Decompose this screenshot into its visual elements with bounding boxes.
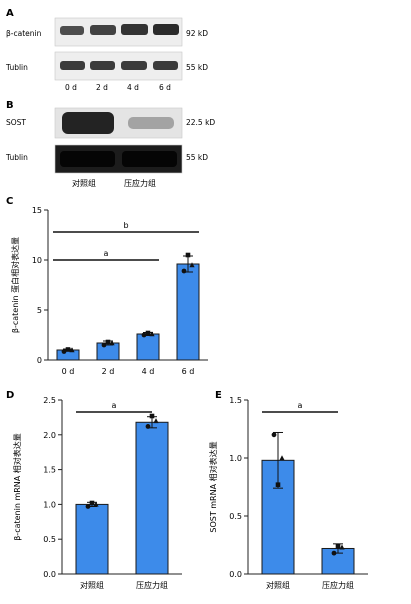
- band: [60, 61, 85, 70]
- y-tick-label: 1.5: [229, 396, 242, 405]
- y-axis-label: β-catenin 蛋白相对表达量: [10, 237, 20, 333]
- band: [121, 61, 147, 70]
- significance-label: b: [123, 221, 128, 230]
- data-point: [339, 544, 345, 550]
- panel-a-label: A: [6, 8, 14, 19]
- panel-b-label: B: [6, 100, 14, 111]
- data-point: [61, 349, 67, 354]
- data-point: [331, 550, 337, 556]
- y-tick-label: 0.5: [43, 535, 56, 544]
- data-point: [145, 424, 151, 429]
- panel-a-row-label-1: β-catenin: [6, 29, 42, 38]
- data-point: [149, 331, 155, 337]
- data-point: [335, 543, 341, 549]
- significance-label: a: [298, 401, 303, 410]
- chart-c: 0 5 10 15 β-catenin 蛋白相对表达量 0 d 2 d 4 d 6 d a b: [10, 206, 208, 376]
- panel-a-row-label-2: Tublin: [5, 63, 28, 72]
- band: [128, 117, 174, 129]
- significance-label: a: [104, 249, 109, 258]
- band: [122, 151, 177, 167]
- data-point: [185, 252, 191, 258]
- x-tick-label: 6 d: [182, 367, 195, 376]
- band: [62, 112, 114, 134]
- band: [60, 26, 84, 35]
- bar: [176, 263, 200, 361]
- y-tick-label: 0.0: [229, 570, 242, 579]
- y-tick-label: 2.0: [43, 431, 56, 440]
- band: [153, 24, 179, 35]
- charts-layer: 0 5 10 15 β-catenin 蛋白相对表达量 0 d 2 d 4 d 6 d a b 0.0…: [10, 206, 368, 590]
- bar: [75, 503, 109, 575]
- data-point: [85, 504, 91, 509]
- x-tick-label: 对照组: [266, 580, 290, 590]
- y-tick-label: 1.0: [229, 454, 242, 463]
- data-point: [89, 500, 95, 506]
- x-tick-label: 4 d: [142, 367, 155, 376]
- blot-a-tublin: [54, 51, 183, 81]
- data-point: [93, 501, 99, 507]
- y-tick-label: 5: [37, 306, 42, 315]
- data-point: [153, 418, 159, 424]
- data-point: [271, 432, 277, 438]
- data-point: [101, 342, 107, 348]
- data-point: [141, 332, 147, 338]
- panel-a-lane-6d: 6 d: [159, 83, 171, 92]
- chart-d: 0.0 0.5 1.0 1.5 2.0 2.5 β-catenin mRNA 相对表达量对照…: [12, 396, 182, 590]
- data-point: [149, 413, 155, 419]
- blot-a-beta-catenin: [54, 17, 183, 47]
- y-tick-label: 1.5: [43, 466, 56, 475]
- band: [90, 61, 115, 70]
- panel-b-size-label-2: 55 kD: [186, 153, 208, 162]
- x-tick-label: 压应力组: [136, 580, 168, 590]
- panel-a-lane-0d: 0 d: [65, 83, 77, 92]
- band: [60, 151, 115, 167]
- data-point: [181, 268, 187, 274]
- x-tick-label: 压应力组: [322, 580, 354, 590]
- data-point: [105, 339, 111, 345]
- y-tick-label: 10: [32, 256, 42, 265]
- significance-label: a: [112, 401, 117, 410]
- panel-b-row-label-1: SOST: [6, 118, 26, 127]
- data-point: [145, 330, 151, 336]
- y-tick-label: 0: [37, 356, 42, 365]
- data-point: [69, 347, 75, 353]
- y-tick-label: 2.5: [43, 396, 56, 405]
- data-point: [65, 347, 71, 352]
- panel-b-size-label-1: 22.5 kD: [186, 118, 215, 127]
- x-tick-label: 2 d: [102, 367, 115, 376]
- panel-c-label: C: [6, 196, 13, 207]
- band: [153, 61, 178, 70]
- panel-a-size-label-2: 55 kD: [186, 63, 208, 72]
- band: [121, 24, 148, 35]
- y-tick-label: 1.0: [43, 500, 56, 509]
- panel-b-lane-pressure: 压应力组: [124, 178, 156, 188]
- data-point: [109, 340, 115, 346]
- y-tick-label: 15: [32, 206, 42, 215]
- x-tick-label: 0 d: [62, 367, 75, 376]
- x-tick-label: 对照组: [80, 580, 104, 590]
- panel-b-row-label-2: Tublin: [5, 153, 28, 162]
- panel-b-lane-control: 对照组: [72, 178, 96, 188]
- y-tick-label: 0.0: [43, 570, 56, 579]
- bar: [96, 342, 120, 361]
- bar: [136, 333, 160, 361]
- bar: [135, 421, 169, 575]
- panel-d-label: D: [6, 390, 14, 401]
- y-tick-label: 0.5: [229, 512, 242, 521]
- y-axis-label: SOST mRNA 相对表达量: [208, 441, 218, 532]
- band: [90, 25, 116, 35]
- data-point: [279, 455, 285, 461]
- blot-b-tublin: [54, 144, 183, 174]
- panel-a-lane-4d: 4 d: [127, 83, 139, 92]
- data-point: [275, 482, 281, 487]
- y-axis-label: β-catenin mRNA 相对表达量: [12, 433, 22, 541]
- panel-a-lane-2d: 2 d: [96, 83, 108, 92]
- panel-e-label: E: [215, 390, 222, 401]
- blot-b-sost: [54, 107, 183, 139]
- panel-a-size-label-1: 92 kD: [186, 29, 208, 38]
- data-point: [189, 262, 195, 268]
